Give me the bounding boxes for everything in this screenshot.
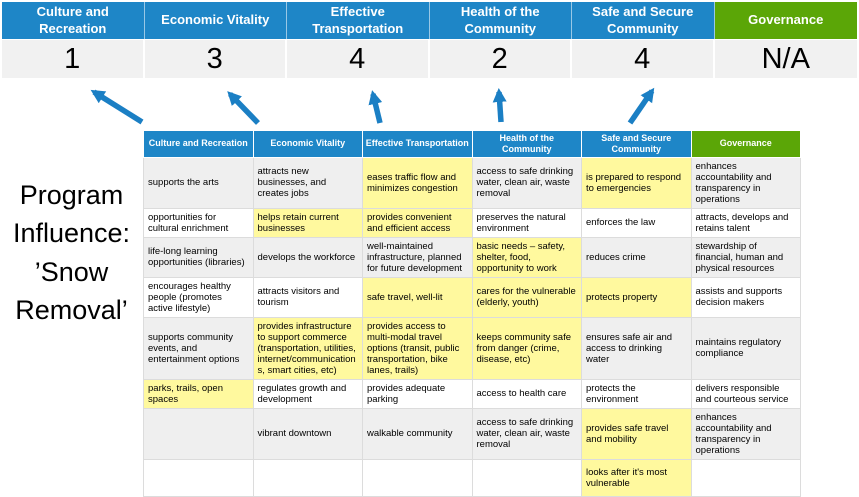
matrix-cell: [252, 458, 363, 497]
matrix-cell: vibrant downtown: [252, 407, 363, 460]
matrix-cell-highlighted: basic needs – safety, shelter, food, opp…: [471, 236, 582, 278]
influence-matrix: Culture and Recreation Economic Vitality E…: [143, 130, 801, 497]
summary-table: Culture and Recreation Economic Vitality E…: [2, 2, 857, 78]
summary-score-governance: N/A: [714, 40, 857, 78]
matrix-cell: [143, 407, 254, 460]
matrix-header-safe-and-secure-community: Safe and Secure Community: [581, 130, 692, 158]
matrix-row: supports community events, and entertain…: [143, 316, 801, 380]
summary-score-economic-vitality: 3: [144, 40, 287, 78]
matrix-cell: access to health care: [471, 378, 582, 409]
summary-score-health-of-the-community: 2: [429, 40, 572, 78]
matrix-cell-highlighted: provides safe travel and mobility: [581, 407, 692, 460]
matrix-cell: [362, 458, 473, 497]
matrix-cell-highlighted: safe travel, well-lit: [362, 276, 473, 318]
up-arrow-icon: [368, 90, 383, 124]
up-arrow-icon: [492, 88, 507, 123]
matrix-cell: develops the workforce: [252, 236, 363, 278]
summary-header-row: Culture and Recreation Economic Vitality E…: [2, 2, 857, 39]
summary-header-economic-vitality: Economic Vitality: [144, 2, 287, 39]
up-left-arrow-icon: [227, 91, 260, 125]
matrix-cell: reduces crime: [581, 236, 692, 278]
matrix-cell-highlighted: protects property: [581, 276, 692, 318]
summary-header-governance: Governance: [714, 2, 857, 39]
summary-score-culture-and-recreation: 1: [2, 40, 145, 78]
matrix-cell-highlighted: cares for the vulnerable (elderly, youth…: [471, 276, 582, 318]
matrix-cell-highlighted: provides infrastructure to support comme…: [252, 316, 363, 380]
matrix-cell-highlighted: provides access to multi-modal travel op…: [362, 316, 473, 380]
matrix-cell: [143, 458, 254, 497]
summary-header-health-of-the-community: Health of the Community: [429, 2, 572, 39]
matrix-row: supports the arts attracts new businesses…: [143, 156, 801, 209]
matrix-cell: protects the environment: [581, 378, 692, 409]
matrix-cell: stewardship of financial, human and phys…: [690, 236, 801, 278]
matrix-header-culture-and-recreation: Culture and Recreation: [143, 130, 254, 158]
summary-header-effective-transportation: Effective Transportation: [287, 2, 430, 39]
matrix-row: opportunities for cultural enrichment hel…: [143, 207, 801, 238]
matrix-cell: enhances accountability and transparency…: [690, 156, 801, 209]
matrix-cell: [690, 458, 801, 497]
matrix-cell: [471, 458, 582, 497]
matrix-header-effective-transportation: Effective Transportation: [362, 130, 473, 158]
matrix-cell-highlighted: helps retain current businesses: [252, 207, 363, 238]
matrix-cell: regulates growth and development: [252, 378, 363, 409]
matrix-cell: preserves the natural environment: [471, 207, 582, 238]
matrix-cell: walkable community: [362, 407, 473, 460]
matrix-cell-highlighted: keeps community safe from danger (crime,…: [471, 316, 582, 380]
summary-score-effective-transportation: 4: [287, 40, 430, 78]
matrix-cell: ensures safe air and access to drinking …: [581, 316, 692, 380]
matrix-cell-highlighted: eases traffic flow and minimizes congest…: [362, 156, 473, 209]
matrix-cell: delivers responsible and courteous servi…: [690, 378, 801, 409]
matrix-header-governance: Governance: [690, 130, 801, 158]
matrix-row: looks after it's most vulnerable: [143, 458, 801, 497]
matrix-cell: provides adequate parking: [362, 378, 473, 409]
matrix-row: vibrant downtown walkable community access…: [143, 407, 801, 460]
matrix-cell-highlighted: looks after it's most vulnerable: [581, 458, 692, 497]
summary-score-safe-and-secure-community: 4: [572, 40, 715, 78]
summary-header-safe-and-secure-community: Safe and Secure Community: [572, 2, 715, 39]
matrix-cell: attracts, develops and retains talent: [690, 207, 801, 238]
matrix-cell: well-maintained infrastructure, planned …: [362, 236, 473, 278]
up-right-arrow-icon: [627, 87, 655, 125]
summary-score-row: 1 3 4 2 4 N/A: [2, 39, 857, 78]
matrix-cell: enhances accountability and transparency…: [690, 407, 801, 460]
matrix-cell-highlighted: parks, trails, open spaces: [143, 378, 254, 409]
summary-header-culture-and-recreation: Culture and Recreation: [2, 2, 145, 39]
matrix-cell: enforces the law: [581, 207, 692, 238]
matrix-cell: maintains regulatory compliance: [690, 316, 801, 380]
matrix-header-health-of-the-community: Health of the Community: [471, 130, 582, 158]
matrix-cell: opportunities for cultural enrichment: [143, 207, 254, 238]
matrix-cell: life-long learning opportunities (librar…: [143, 236, 254, 278]
matrix-cell: encourages healthy people (promotes acti…: [143, 276, 254, 318]
program-influence-label: Program Influence: ’Snow Removal’: [12, 180, 131, 325]
matrix-cell: access to safe drinking water, clean air…: [471, 156, 582, 209]
matrix-header-row: Culture and Recreation Economic Vitality E…: [143, 130, 801, 158]
matrix-header-economic-vitality: Economic Vitality: [252, 130, 363, 158]
matrix-cell: supports community events, and entertain…: [143, 316, 254, 380]
matrix-cell: assists and supports decision makers: [690, 276, 801, 318]
matrix-cell-highlighted: provides convenient and efficient access: [362, 207, 473, 238]
matrix-row: life-long learning opportunities (librar…: [143, 236, 801, 278]
matrix-cell: attracts new businesses, and creates job…: [252, 156, 363, 209]
matrix-cell-highlighted: is prepared to respond to emergencies: [581, 156, 692, 209]
up-left-arrow-icon: [90, 89, 144, 125]
matrix-cell: access to safe drinking water, clean air…: [471, 407, 582, 460]
matrix-cell: supports the arts: [143, 156, 254, 209]
matrix-cell: attracts visitors and tourism: [252, 276, 363, 318]
influence-arrows: [90, 87, 655, 125]
matrix-row: parks, trails, open spaces regulates grow…: [143, 378, 801, 409]
matrix-row: encourages healthy people (promotes acti…: [143, 276, 801, 318]
